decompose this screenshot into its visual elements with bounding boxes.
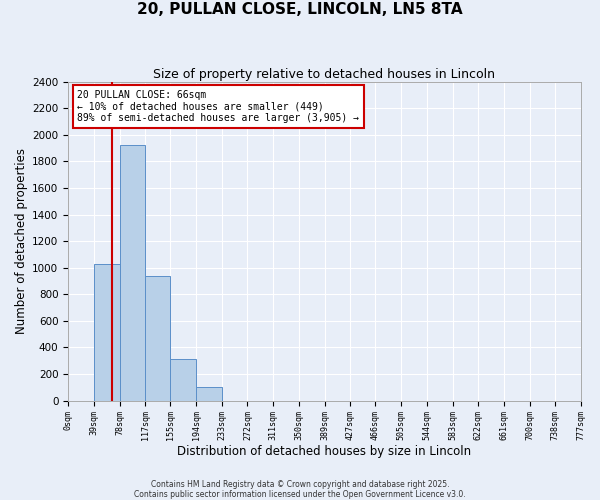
Text: Contains HM Land Registry data © Crown copyright and database right 2025.
Contai: Contains HM Land Registry data © Crown c…: [134, 480, 466, 499]
Bar: [170, 360, 196, 401]
Bar: [196, 388, 222, 400]
Text: 20, PULLAN CLOSE, LINCOLN, LN5 8TA: 20, PULLAN CLOSE, LINCOLN, LN5 8TA: [137, 2, 463, 18]
X-axis label: Distribution of detached houses by size in Lincoln: Distribution of detached houses by size …: [177, 444, 472, 458]
Title: Size of property relative to detached houses in Lincoln: Size of property relative to detached ho…: [154, 68, 496, 80]
Bar: [119, 146, 145, 400]
Bar: [145, 276, 170, 400]
Bar: [94, 264, 119, 400]
Y-axis label: Number of detached properties: Number of detached properties: [15, 148, 28, 334]
Text: 20 PULLAN CLOSE: 66sqm
← 10% of detached houses are smaller (449)
89% of semi-de: 20 PULLAN CLOSE: 66sqm ← 10% of detached…: [77, 90, 359, 123]
